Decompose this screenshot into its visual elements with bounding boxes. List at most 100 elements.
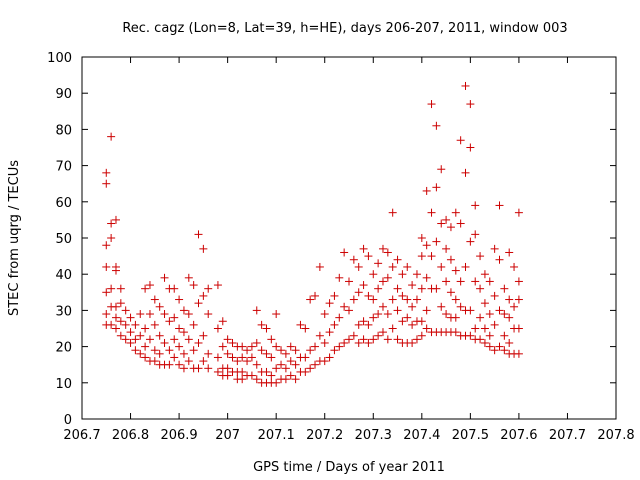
data-point bbox=[446, 288, 455, 297]
data-point bbox=[471, 230, 480, 239]
y-tick: 100 bbox=[47, 51, 616, 66]
data-point bbox=[262, 349, 271, 358]
data-point bbox=[116, 317, 125, 326]
data-point bbox=[213, 367, 222, 376]
x-tick-label: 207.3 bbox=[355, 428, 392, 443]
data-point bbox=[213, 281, 222, 290]
data-point bbox=[238, 353, 247, 362]
data-point bbox=[437, 302, 446, 311]
data-point bbox=[432, 183, 441, 192]
data-point bbox=[461, 81, 470, 90]
data-point bbox=[466, 237, 475, 246]
data-point bbox=[301, 324, 310, 333]
data-point bbox=[340, 248, 349, 257]
x-tick: 207.2 bbox=[306, 57, 343, 443]
x-tick: 207.7 bbox=[549, 57, 586, 443]
data-point bbox=[252, 375, 261, 384]
data-point bbox=[417, 317, 426, 326]
data-point bbox=[354, 288, 363, 297]
data-point bbox=[369, 335, 378, 344]
data-point bbox=[451, 208, 460, 217]
x-tick: 206.9 bbox=[160, 57, 198, 443]
data-point bbox=[281, 364, 290, 373]
data-point bbox=[476, 335, 485, 344]
data-point bbox=[194, 230, 203, 239]
data-point bbox=[243, 346, 252, 355]
data-point bbox=[505, 338, 514, 347]
data-point bbox=[257, 346, 266, 355]
data-point bbox=[223, 349, 232, 358]
data-point bbox=[131, 335, 140, 344]
data-point bbox=[131, 320, 140, 329]
data-point bbox=[228, 338, 237, 347]
data-point bbox=[267, 371, 276, 380]
data-point bbox=[446, 223, 455, 232]
data-point bbox=[417, 252, 426, 261]
data-point bbox=[111, 302, 120, 311]
data-point bbox=[354, 262, 363, 271]
data-point bbox=[291, 375, 300, 384]
x-tick-label: 206.8 bbox=[112, 428, 149, 443]
data-point bbox=[495, 201, 504, 210]
data-point bbox=[121, 306, 130, 315]
data-point bbox=[204, 284, 213, 293]
y-tick-label: 80 bbox=[55, 123, 72, 138]
data-point bbox=[199, 291, 208, 300]
data-point bbox=[170, 335, 179, 344]
x-tick: 207.1 bbox=[258, 57, 295, 443]
data-point bbox=[485, 277, 494, 286]
y-tick-label: 10 bbox=[55, 377, 72, 392]
chart-title: Rec. cagz (Lon=8, Lat=39, h=HE), days 20… bbox=[122, 21, 567, 36]
data-point bbox=[500, 284, 509, 293]
data-point bbox=[403, 262, 412, 271]
data-point bbox=[320, 357, 329, 366]
data-point bbox=[398, 270, 407, 279]
data-point bbox=[150, 320, 159, 329]
data-point bbox=[107, 132, 116, 141]
data-point bbox=[189, 320, 198, 329]
data-points bbox=[102, 81, 523, 387]
data-point bbox=[510, 302, 519, 311]
data-point bbox=[272, 364, 281, 373]
data-point bbox=[218, 342, 227, 351]
data-point bbox=[349, 255, 358, 264]
data-point bbox=[306, 364, 315, 373]
data-point bbox=[238, 375, 247, 384]
data-point bbox=[155, 302, 164, 311]
data-point bbox=[262, 324, 271, 333]
data-point bbox=[175, 324, 184, 333]
data-point bbox=[102, 241, 111, 250]
data-point bbox=[165, 317, 174, 326]
data-point bbox=[374, 284, 383, 293]
data-point bbox=[349, 295, 358, 304]
data-point bbox=[141, 324, 150, 333]
data-point bbox=[514, 208, 523, 217]
data-point bbox=[422, 186, 431, 195]
data-point bbox=[345, 277, 353, 286]
data-point bbox=[437, 219, 446, 228]
data-point bbox=[218, 317, 227, 326]
data-point bbox=[286, 357, 295, 366]
data-point bbox=[456, 302, 465, 311]
x-tick-label: 206.9 bbox=[160, 428, 197, 443]
data-point bbox=[194, 338, 203, 347]
data-point bbox=[422, 241, 431, 250]
data-point bbox=[247, 342, 256, 351]
data-point bbox=[374, 259, 383, 268]
data-point bbox=[432, 237, 441, 246]
data-point bbox=[179, 364, 188, 373]
data-point bbox=[364, 338, 373, 347]
data-point bbox=[408, 302, 417, 311]
data-point bbox=[311, 342, 320, 351]
x-tick-label: 207.1 bbox=[258, 428, 295, 443]
data-point bbox=[359, 281, 368, 290]
data-point bbox=[184, 273, 193, 282]
y-tick: 40 bbox=[55, 268, 616, 283]
data-point bbox=[281, 349, 290, 358]
data-point bbox=[403, 295, 412, 304]
data-point bbox=[155, 349, 164, 358]
y-tick: 10 bbox=[55, 377, 616, 392]
data-point bbox=[442, 244, 451, 253]
y-tick-label: 60 bbox=[55, 196, 72, 211]
data-point bbox=[238, 342, 247, 351]
